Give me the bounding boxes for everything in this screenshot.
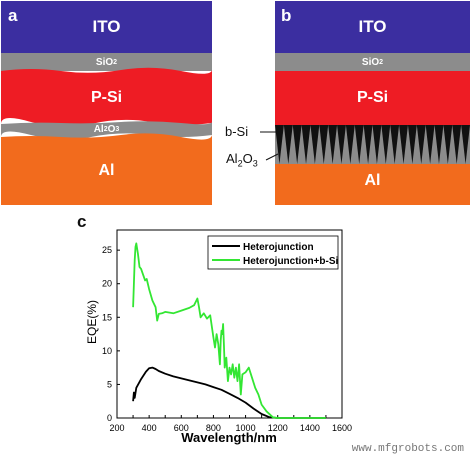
y-tick-label: 10 bbox=[102, 346, 112, 356]
bsi-needle bbox=[372, 125, 382, 164]
bsi-needle bbox=[363, 125, 373, 164]
x-tick-label: 400 bbox=[142, 423, 157, 433]
legend-label-heterojunction-bsi: Heterojunction+b-Si bbox=[243, 256, 339, 267]
legend-box bbox=[207, 235, 339, 270]
bsi-needle bbox=[381, 125, 391, 164]
panel-a-ito-layer bbox=[1, 1, 212, 53]
panel-b-psi-layer bbox=[275, 71, 470, 127]
bsi-needle bbox=[275, 125, 284, 164]
bsi-needle bbox=[337, 125, 346, 164]
y-tick-label: 0 bbox=[107, 413, 112, 423]
bsi-needle bbox=[390, 125, 400, 164]
x-tick-label: 1200 bbox=[268, 423, 288, 433]
panel-a-letter: a bbox=[8, 6, 18, 25]
bsi-label: b-Si bbox=[225, 124, 249, 139]
panel-b: b ITO SiO 2 P-Si Al bbox=[275, 1, 470, 205]
panel-b-letter: b bbox=[281, 6, 292, 25]
legend-label-heterojunction: Heterojunction bbox=[243, 242, 314, 253]
panel-c-letter: c bbox=[77, 212, 87, 231]
al2o3-pointer-line bbox=[265, 153, 279, 161]
bsi-needle bbox=[452, 125, 462, 164]
panel-b-sio2-layer bbox=[275, 53, 470, 71]
bsi-needle bbox=[292, 125, 302, 164]
y-tick-label: 20 bbox=[102, 279, 112, 289]
panel-a-sio2-layer bbox=[1, 53, 212, 71]
x-tick-label: 1600 bbox=[332, 423, 352, 433]
panel-a: a ITO SiO 2 P-Si Al 2 O 3 Al bbox=[1, 1, 212, 205]
bsi-needle bbox=[328, 125, 338, 164]
x-tick-label: 600 bbox=[174, 423, 189, 433]
panel-a-al-label: Al bbox=[98, 162, 115, 179]
bsi-needle bbox=[407, 125, 417, 164]
panel-b-sio2-label: SiO 2 bbox=[361, 56, 384, 68]
x-tick-label: 800 bbox=[206, 423, 221, 433]
panel-a-al-layer bbox=[1, 133, 212, 205]
legend: Heterojunction Heterojunction+b-Si bbox=[207, 235, 339, 270]
x-tick-label: 1000 bbox=[236, 423, 256, 433]
panel-b-al-label: Al bbox=[364, 172, 381, 189]
panel-b-psi-label: P-Si bbox=[356, 89, 389, 106]
panel-b-layer-stack bbox=[275, 1, 470, 205]
panel-a-psi-layer bbox=[1, 67, 212, 128]
panel-b-label-pointers bbox=[260, 131, 279, 161]
y-axis-label: EQE(%) bbox=[85, 300, 99, 344]
bsi-needle bbox=[319, 125, 329, 164]
panel-a-layer-stack bbox=[1, 1, 212, 205]
x-axis-label: Wavelength/nm bbox=[181, 430, 277, 445]
series-line-heterojunction-bsi bbox=[132, 242, 326, 419]
bsi-needle bbox=[354, 125, 364, 164]
bsi-needle bbox=[425, 125, 435, 164]
y-tick-label: 25 bbox=[102, 245, 112, 255]
x-tick-label: 200 bbox=[109, 423, 124, 433]
x-tick-label: 1400 bbox=[300, 423, 320, 433]
bsi-needle bbox=[443, 125, 453, 164]
bsi-needle bbox=[434, 125, 444, 164]
bsi-needle bbox=[416, 125, 426, 164]
watermark-text: www.mfgrobots.com bbox=[351, 443, 464, 455]
y-tick-label: 5 bbox=[107, 379, 112, 389]
panel-a-ito-label: ITO bbox=[92, 17, 121, 36]
series-line-heterojunction bbox=[132, 366, 326, 419]
bsi-needle bbox=[461, 125, 470, 164]
bsi-needle bbox=[345, 125, 355, 164]
al2o3-side-label: Al2O3 bbox=[226, 151, 258, 169]
panel-a-psi-label: P-Si bbox=[90, 89, 123, 106]
panel-a-sio2-label: SiO 2 bbox=[95, 56, 118, 68]
panel-a-al2o3-label: Al 2 O 3 bbox=[93, 123, 120, 135]
bsi-needle bbox=[399, 125, 408, 164]
bsi-needle bbox=[310, 125, 320, 164]
panel-b-bsi-layer bbox=[275, 125, 470, 164]
panel-b-ito-layer bbox=[275, 1, 470, 53]
bsi-needle bbox=[301, 125, 311, 164]
y-tick-label: 15 bbox=[102, 312, 112, 322]
bsi-needle bbox=[283, 125, 293, 164]
panel-b-ito-label: ITO bbox=[358, 17, 387, 36]
